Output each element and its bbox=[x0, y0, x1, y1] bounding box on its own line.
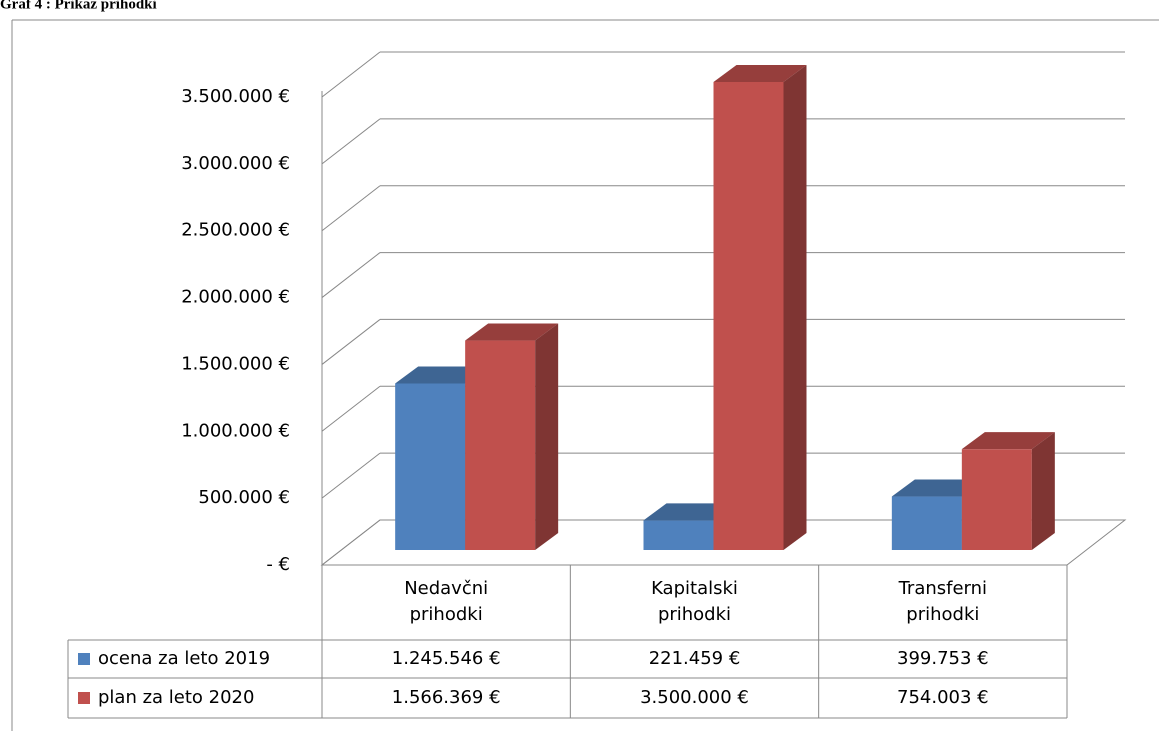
bar-top bbox=[713, 65, 807, 82]
table-value: 399.753 € bbox=[897, 648, 989, 669]
grid-line bbox=[321, 252, 381, 298]
bar bbox=[643, 520, 714, 550]
grid-line bbox=[321, 519, 381, 566]
bar-side bbox=[783, 65, 807, 550]
bar-side bbox=[535, 323, 559, 550]
y-tick-label: 3.000.000 € bbox=[181, 153, 290, 174]
bar bbox=[713, 82, 784, 550]
grid-line bbox=[321, 51, 381, 98]
table-value: 754.003 € bbox=[897, 687, 989, 708]
y-tick-label: 500.000 € bbox=[198, 487, 290, 508]
bar bbox=[465, 340, 536, 550]
x-tick-label: Nedavčni prihodki bbox=[404, 578, 489, 625]
y-tick-label: 2.500.000 € bbox=[181, 220, 290, 241]
table-value: 1.566.369 € bbox=[392, 687, 501, 708]
legend-label: plan za leto 2020 bbox=[98, 687, 254, 708]
bar-top bbox=[395, 366, 489, 384]
bar-top bbox=[961, 432, 1055, 450]
x-tick-label: Kapitalski prihodki bbox=[651, 578, 738, 625]
grid-line bbox=[321, 319, 381, 365]
chart-title: Graf 4 : Prikaz prihodki bbox=[0, 0, 157, 12]
bar bbox=[961, 449, 1032, 550]
bar bbox=[891, 496, 962, 550]
table-value: 3.500.000 € bbox=[640, 687, 749, 708]
table-value: 221.459 € bbox=[649, 648, 741, 669]
grid-line bbox=[321, 452, 381, 499]
y-tick-label: - € bbox=[266, 554, 290, 575]
legend-swatch bbox=[78, 692, 90, 704]
bar-side bbox=[1031, 432, 1055, 550]
legend-label: ocena za leto 2019 bbox=[98, 648, 270, 669]
bar-top bbox=[643, 503, 737, 521]
y-tick-label: 3.500.000 € bbox=[181, 86, 290, 107]
legend-swatch bbox=[78, 653, 90, 665]
y-tick-label: 1.500.000 € bbox=[181, 353, 290, 374]
grid-line bbox=[321, 118, 381, 165]
bar-top bbox=[891, 479, 985, 497]
y-tick-label: 1.000.000 € bbox=[181, 420, 290, 441]
table-value: 1.245.546 € bbox=[392, 648, 501, 669]
x-tick-label: Transferni prihodki bbox=[898, 578, 988, 625]
bar-top bbox=[465, 323, 559, 341]
grid-line bbox=[321, 185, 381, 232]
y-tick-label: 2.000.000 € bbox=[181, 287, 290, 308]
grid-line bbox=[321, 385, 381, 432]
bar bbox=[395, 383, 466, 550]
